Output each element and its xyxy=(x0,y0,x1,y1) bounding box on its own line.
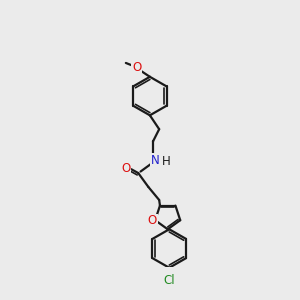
Text: O: O xyxy=(121,162,130,175)
Text: O: O xyxy=(147,214,157,227)
Text: H: H xyxy=(161,155,170,168)
Text: O: O xyxy=(132,61,141,74)
Text: Cl: Cl xyxy=(164,274,175,286)
Text: N: N xyxy=(151,154,160,167)
